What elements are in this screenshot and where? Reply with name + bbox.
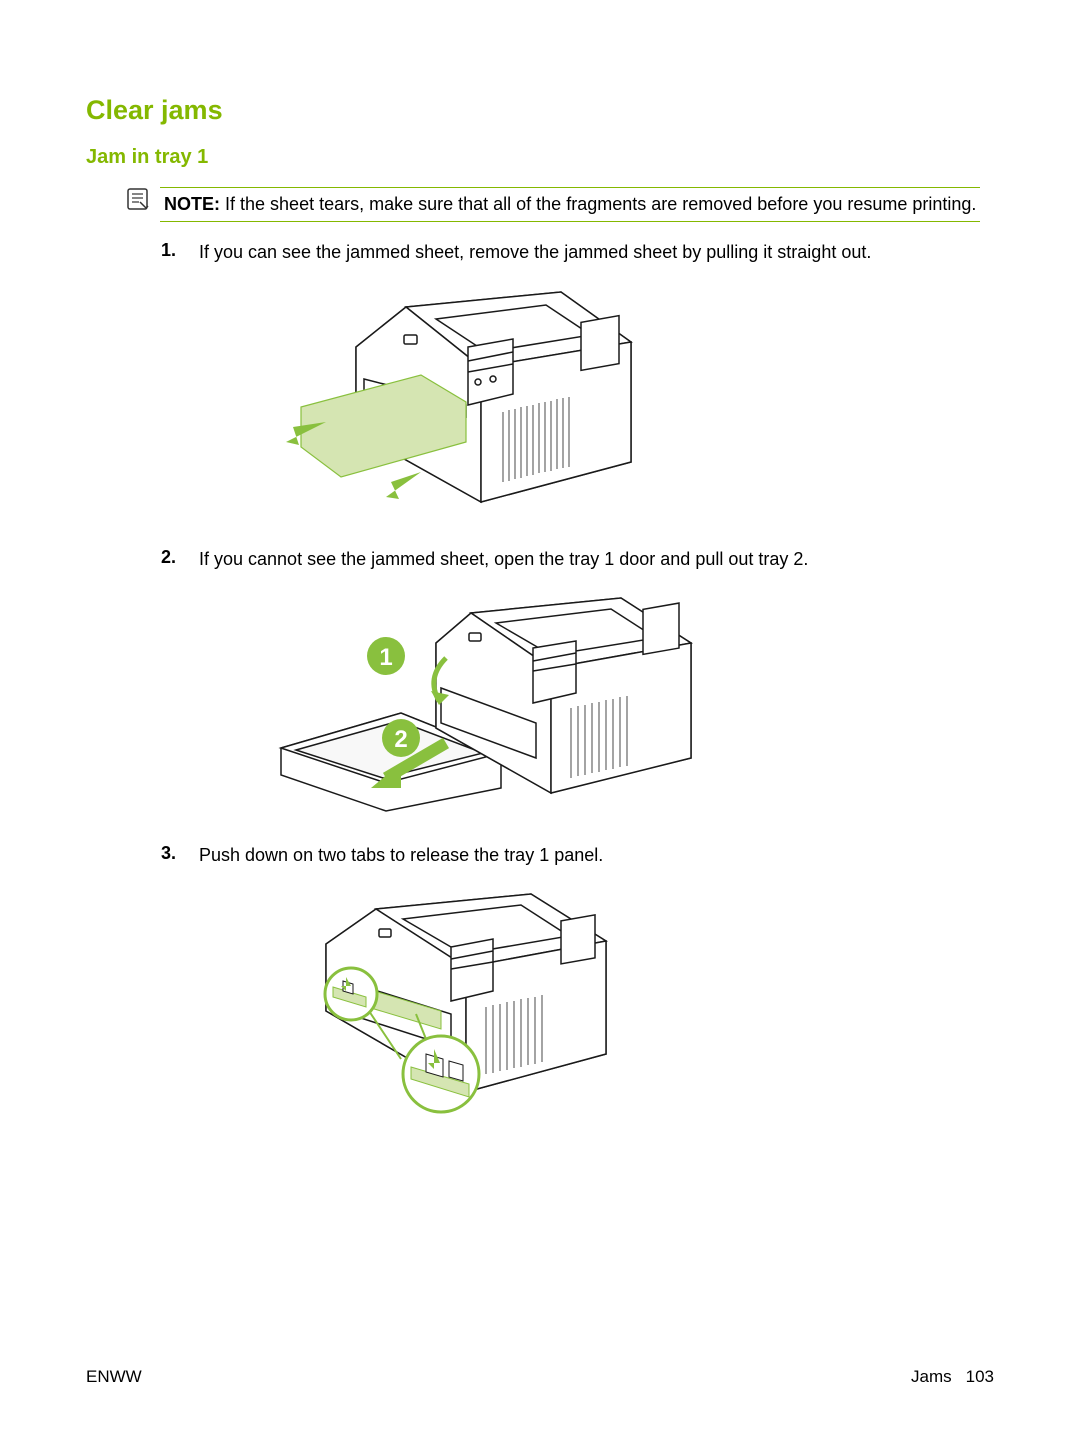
step-item: 2. If you cannot see the jammed sheet, o… — [161, 547, 994, 571]
callout-2: 2 — [394, 726, 407, 753]
footer-page-number: 103 — [966, 1367, 994, 1387]
footer-left: ENWW — [86, 1367, 142, 1387]
page-footer: ENWW Jams 103 — [86, 1367, 994, 1387]
step-text: If you cannot see the jammed sheet, open… — [199, 547, 808, 571]
step-item: 1. If you can see the jammed sheet, remo… — [161, 240, 994, 264]
illustration-step-2: 1 2 — [271, 583, 994, 813]
step-number: 2. — [161, 547, 199, 568]
step-number: 3. — [161, 843, 199, 864]
note-text: If the sheet tears, make sure that all o… — [225, 194, 976, 214]
note-block: NOTE: If the sheet tears, make sure that… — [126, 187, 994, 222]
illustration-step-3 — [271, 879, 994, 1124]
note-label: NOTE: — [164, 194, 220, 214]
illustration-step-1 — [271, 277, 994, 517]
heading-jam-in-tray: Jam in tray 1 — [86, 146, 994, 169]
heading-clear-jams: Clear jams — [86, 95, 994, 126]
callout-1: 1 — [379, 644, 392, 671]
step-text: Push down on two tabs to release the tra… — [199, 843, 603, 867]
step-text: If you can see the jammed sheet, remove … — [199, 240, 871, 264]
footer-section: Jams — [911, 1367, 952, 1387]
step-item: 3. Push down on two tabs to release the … — [161, 843, 994, 867]
step-number: 1. — [161, 240, 199, 261]
step-list: 1. If you can see the jammed sheet, remo… — [161, 240, 994, 1124]
note-icon — [126, 188, 150, 210]
